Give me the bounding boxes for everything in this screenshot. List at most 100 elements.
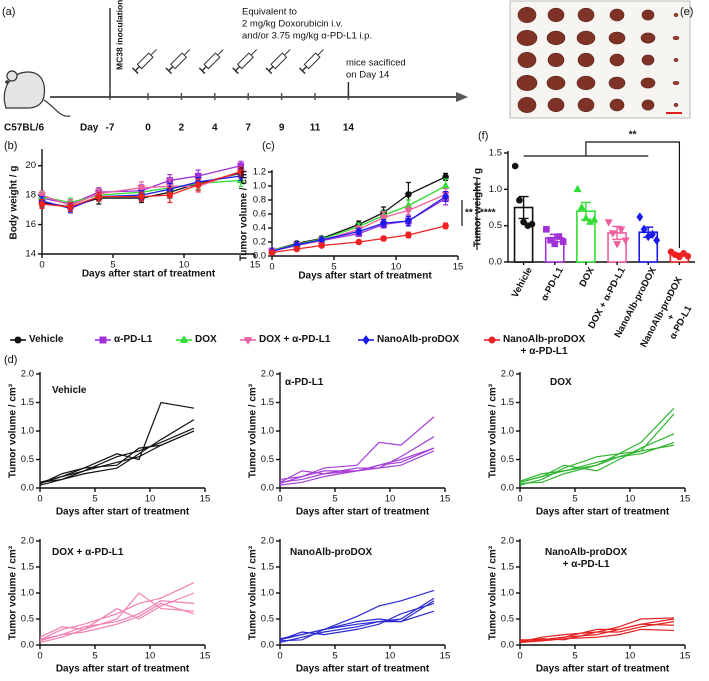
y-tick-label: 1.5 [501, 397, 514, 408]
syringe-part [301, 65, 308, 72]
marker [636, 212, 644, 222]
tumor-sample [673, 103, 679, 108]
tumor-sample [673, 13, 679, 18]
syringe-icon [131, 49, 157, 75]
chart-title: Vehicle [52, 385, 87, 396]
syringe-part [236, 52, 254, 70]
tumor-sample [547, 52, 565, 68]
y-tick-label: 14 [25, 249, 36, 260]
tumor-sample [640, 77, 656, 89]
y-tick-label: 1.5 [261, 397, 274, 408]
panel-label: (a) [2, 6, 15, 18]
tumor-sample [546, 75, 566, 91]
x-tick-label: 15 [440, 494, 451, 505]
marker [404, 207, 413, 216]
y-axis-label: Tumor volume / cm³ [488, 383, 499, 478]
marker [653, 235, 661, 245]
tumor-sample [640, 32, 656, 44]
syringe-icon [198, 49, 224, 75]
series-line [39, 430, 195, 485]
syringe-part [217, 49, 224, 56]
marker [355, 238, 363, 246]
marker [590, 215, 599, 223]
x-tick-label: 10 [625, 494, 636, 505]
tumor-sample [547, 7, 565, 23]
panel-label: (b) [4, 140, 17, 152]
marker [405, 191, 412, 198]
x-axis-label: Days after start of treatment [536, 664, 670, 675]
series-line [520, 623, 675, 641]
marker [194, 181, 202, 189]
day-number: 0 [145, 123, 151, 134]
marker [577, 202, 586, 211]
day-number: 2 [179, 123, 185, 134]
marker [137, 185, 146, 193]
marker [547, 236, 554, 244]
series-line [39, 582, 195, 641]
marker [318, 242, 325, 249]
y-tick-label: 1.5 [489, 148, 502, 159]
x-tick-label: 0 [37, 494, 42, 505]
tumor-sample [577, 7, 595, 23]
x-tick-label: 5 [92, 651, 97, 662]
y-tick-label: 2.0 [501, 369, 514, 380]
x-tick-label: 5 [332, 651, 337, 662]
x-tick-label: 15 [440, 651, 451, 662]
syringe-part [131, 67, 139, 75]
tumor-sample [672, 81, 680, 86]
series-line [279, 416, 435, 481]
marker [405, 231, 412, 239]
legend-marker [488, 336, 496, 344]
y-axis-label: Tumor volume / cm³ [248, 383, 259, 478]
legend-label: DOX [195, 334, 217, 345]
syringe-part [170, 52, 188, 70]
syringe-part [232, 67, 239, 75]
marker [511, 162, 519, 170]
series-line [39, 592, 195, 638]
tumor-photo [509, 0, 691, 119]
y-tick-label: 1.0 [261, 588, 274, 599]
x-axis-label: Days after start of treatment [296, 664, 430, 675]
syringe-part [150, 49, 157, 56]
x-tick-label: 0 [277, 494, 282, 505]
tumor-sample [672, 35, 680, 40]
significance-label: ** [465, 208, 473, 219]
marker [617, 226, 626, 234]
marker [380, 235, 387, 242]
x-tick-label: 5 [110, 260, 115, 271]
legend-marker [243, 337, 253, 345]
tumor-sample [576, 30, 596, 46]
x-tick-label: 10 [385, 651, 396, 662]
y-tick-label: 1.0 [21, 588, 34, 599]
tumor-sample [547, 97, 565, 113]
legend-label: DOX + α-PD-L1 [259, 334, 331, 345]
x-tick-label: 5 [92, 494, 97, 505]
marker [543, 226, 550, 233]
y-tick-label: 2.0 [21, 536, 34, 547]
series-line [519, 617, 675, 643]
syringe-icon [298, 49, 324, 75]
x-tick-label: 15 [680, 494, 691, 505]
y-tick-label: 0.5 [501, 454, 514, 465]
series-line [519, 441, 675, 485]
treatment-note: Equivalent to [242, 7, 297, 18]
series-line [519, 444, 675, 482]
y-tick-label: 1.0 [253, 181, 266, 192]
mouse-icon [3, 70, 71, 117]
y-tick-label: 1.0 [501, 588, 514, 599]
marker [95, 193, 103, 200]
marker [551, 240, 559, 248]
treatment-note: 2 mg/kg Doxorubicin i.v. [242, 19, 343, 30]
y-tick-label: 0.5 [501, 614, 514, 625]
day-number: 7 [245, 123, 251, 134]
x-axis-label: Days after start of treatment [296, 507, 430, 518]
x-tick-label: 5 [572, 494, 577, 505]
y-tick-label: 20 [25, 160, 36, 171]
tumor-sample [577, 97, 595, 113]
marker [604, 219, 613, 227]
end-note: on Day 14 [346, 70, 389, 81]
y-axis-label: Tumor volume / cm³ [239, 166, 250, 261]
y-tick-label: 1.0 [261, 426, 274, 437]
